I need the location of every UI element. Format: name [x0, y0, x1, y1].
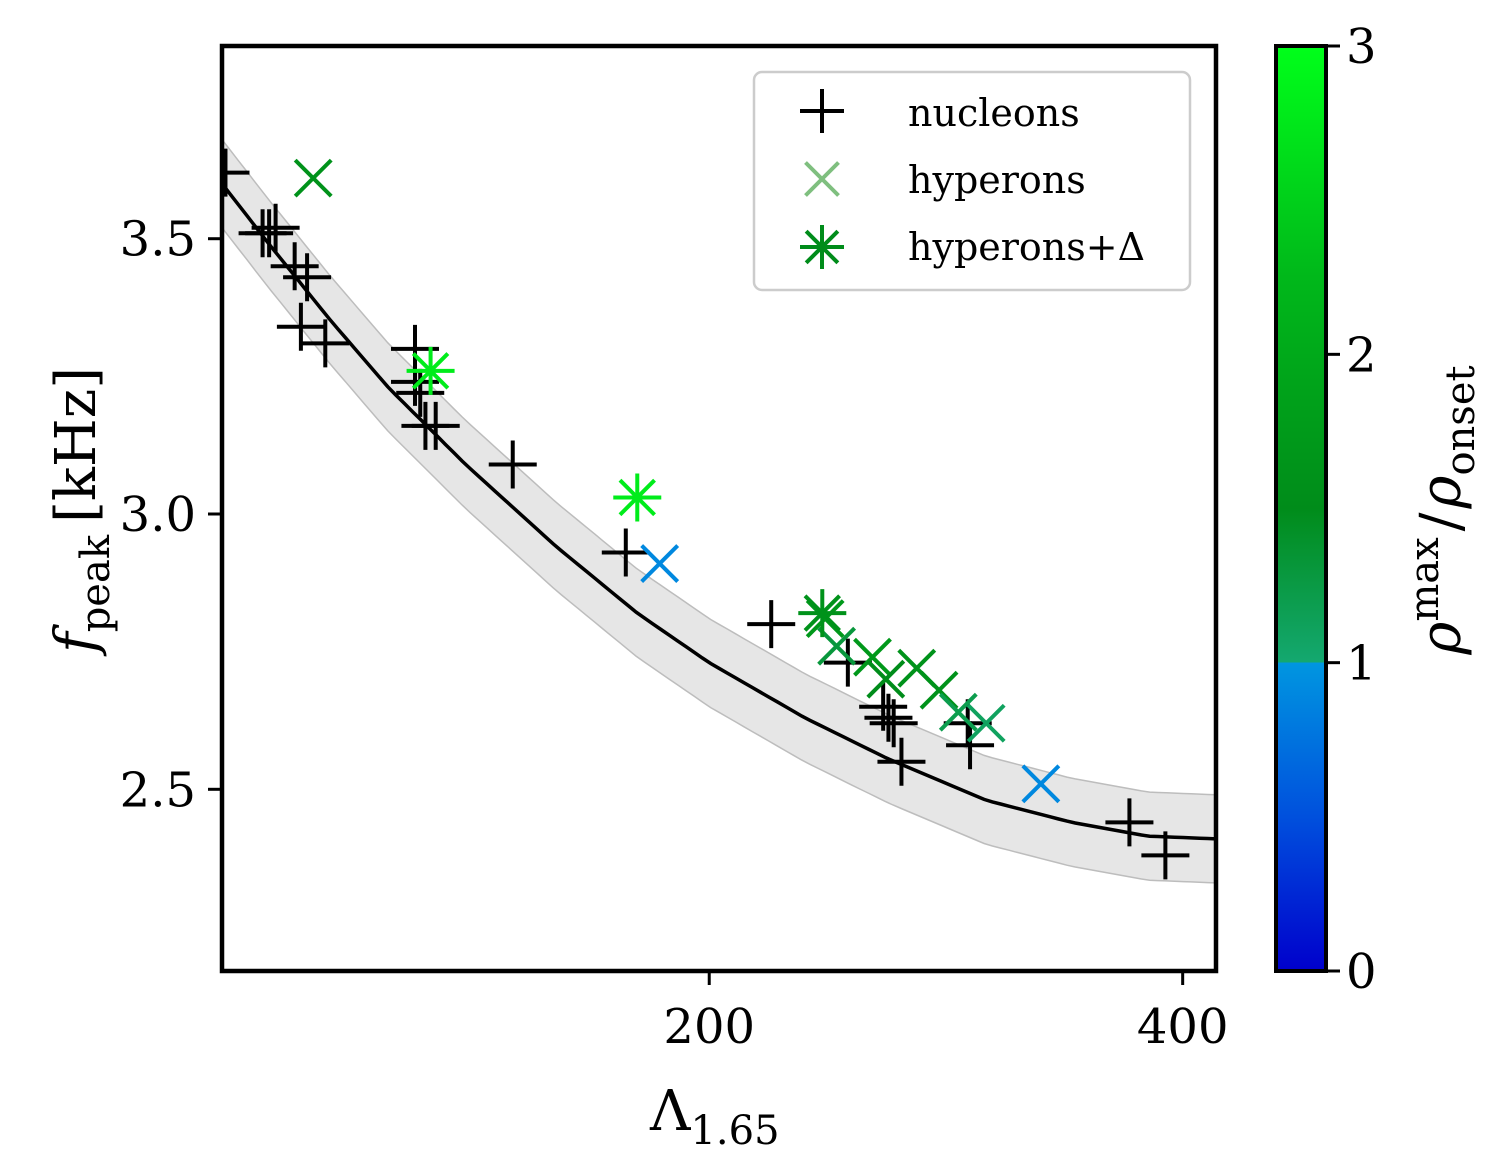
colorbar-tick-label: 1: [1346, 636, 1377, 692]
marker-plus-0-4: [270, 242, 319, 291]
plot-area: [219, 43, 1219, 974]
marker-plus-0-15: [747, 600, 796, 649]
marker-asterisk-2-2: [798, 589, 847, 638]
marker-plus-0-12: [411, 401, 460, 450]
marker-plus-0-13: [488, 440, 537, 489]
x-axis-label: Λ1.65: [649, 1079, 780, 1154]
marker-x-1-5: [866, 659, 906, 699]
marker-asterisk-2-1: [613, 473, 662, 522]
legend: nucleons hyperons hyperons+Δ: [752, 70, 1192, 292]
marker-plus-0-0: [222, 148, 250, 197]
marker-x-1-1: [640, 544, 680, 583]
y-tick-label: 3.5: [120, 212, 196, 268]
legend-label-hyperons: hyperons: [908, 158, 1086, 202]
colorbar-tick-label: 0: [1346, 944, 1377, 1000]
data-markers: [222, 148, 1190, 880]
y-tick-label: 2.5: [120, 762, 196, 818]
marker-plus-0-22: [946, 721, 995, 770]
marker-plus-0-23: [1105, 798, 1154, 847]
legend-marker-x: [804, 161, 840, 197]
fit-line: [222, 182, 1216, 841]
colorbar-tick-label: 2: [1346, 327, 1377, 383]
marker-x-1-9: [966, 703, 1006, 743]
legend-label-nucleons: nucleons: [908, 91, 1080, 135]
colorbar-label: ρmax/ρonset: [1402, 365, 1484, 655]
marker-x-1-0: [293, 158, 333, 198]
y-tick-label: 3.0: [120, 487, 196, 543]
colorbar-label-slash: /: [1409, 512, 1474, 531]
marker-plus-0-16: [823, 638, 872, 687]
x-axis-label-sub: 1.65: [690, 1108, 779, 1154]
marker-plus-0-2: [245, 209, 294, 258]
marker-x-1-4: [853, 637, 892, 677]
marker-plus-0-14: [601, 528, 650, 577]
x-tick-label: 400: [1137, 999, 1229, 1055]
marker-plus-0-18: [864, 693, 913, 742]
colorbar-label-main2: ρ: [1409, 475, 1474, 509]
colorbar-tick-label: 3: [1346, 19, 1377, 75]
colorbar-label-sub: onset: [1438, 365, 1484, 475]
colorbar-ticks: 0 1 2 3: [1326, 19, 1377, 1000]
legend-markers: [800, 89, 844, 269]
y-axis-label-sub: peak: [73, 534, 119, 632]
y-axis-label: fpeak[kHz]: [44, 367, 119, 657]
colorbar-label-sup: max: [1402, 537, 1448, 622]
plot-frame: [219, 43, 1219, 974]
marker-plus-0-20: [877, 737, 926, 786]
marker-x-1-8: [938, 692, 978, 732]
marker-plus-0-10: [396, 368, 445, 417]
marker-x-1-10: [1021, 764, 1061, 804]
legend-marker-asterisk: [800, 225, 844, 269]
marker-x-1-3: [817, 626, 857, 666]
marker-asterisk-2-0: [406, 346, 455, 395]
legend-label-hyperons-delta: hyperons+Δ: [908, 225, 1145, 269]
y-axis-label-unit: [kHz]: [44, 367, 109, 523]
marker-plus-0-3: [251, 203, 300, 252]
x-axis-ticks: 200 400: [663, 971, 1228, 1055]
marker-plus-0-19: [869, 699, 918, 748]
marker-plus-0-6: [276, 302, 325, 351]
y-axis-ticks: 2.5 3.0 3.5: [120, 212, 222, 818]
colorbar-bar: [1274, 44, 1328, 973]
legend-marker-plus: [800, 89, 844, 133]
marker-plus-0-5: [283, 253, 332, 302]
x-tick-label: 200: [663, 999, 755, 1055]
marker-plus-0-7: [301, 319, 350, 368]
marker-plus-0-24: [1141, 831, 1190, 880]
legend-box: [752, 70, 1192, 292]
fit-band: [222, 138, 1216, 884]
